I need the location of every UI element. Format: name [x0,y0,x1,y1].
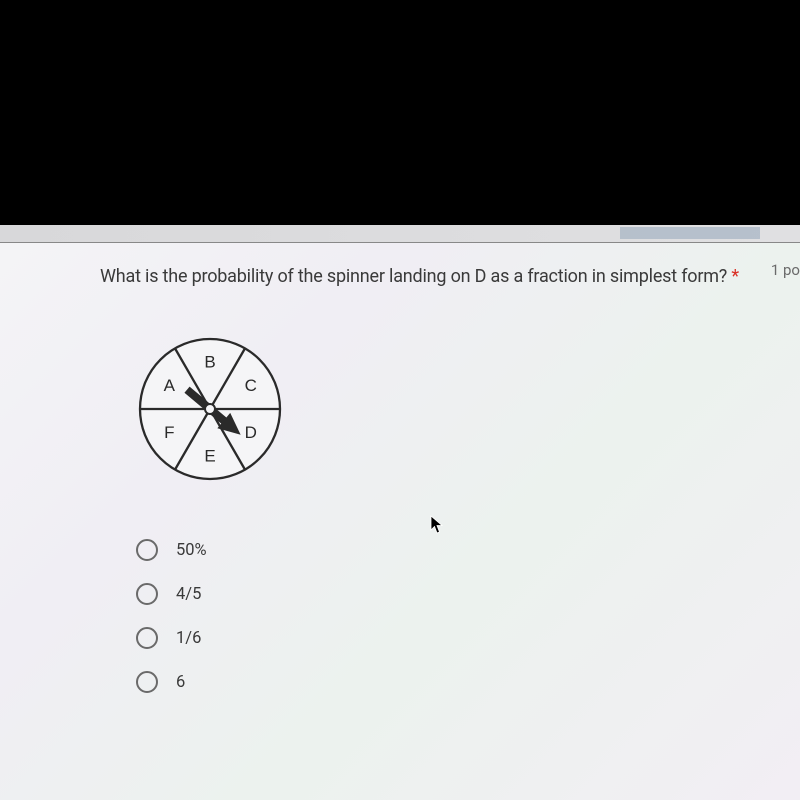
answer-options: 50% 4/5 1/6 6 [136,539,800,693]
radio-icon [136,627,158,649]
svg-text:A: A [164,376,176,395]
option-0[interactable]: 50% [136,539,800,561]
question-card: What is the probability of the spinner l… [0,243,800,800]
mouse-cursor-icon [430,515,446,540]
option-label: 1/6 [176,629,201,648]
svg-text:D: D [245,423,257,442]
option-1[interactable]: 4/5 [136,583,800,605]
option-2[interactable]: 1/6 [136,627,800,649]
svg-text:F: F [164,423,174,442]
svg-text:C: C [245,376,257,395]
svg-text:E: E [204,447,215,466]
option-3[interactable]: 6 [136,671,800,693]
question-prompt: What is the probability of the spinner l… [100,266,727,287]
option-label: 4/5 [176,585,201,604]
radio-icon [136,671,158,693]
browser-toolbar-sliver [0,225,800,243]
question-text: What is the probability of the spinner l… [100,263,800,290]
option-label: 50% [176,541,207,560]
required-mark: * [731,266,739,287]
black-top-region [0,0,800,225]
spinner-figure: A B C D E F [136,335,800,487]
svg-text:B: B [204,353,215,372]
radio-icon [136,583,158,605]
option-label: 6 [176,673,185,692]
spinner-svg: A B C D E F [136,335,284,483]
points-label: 1 po [771,261,800,279]
radio-icon [136,539,158,561]
